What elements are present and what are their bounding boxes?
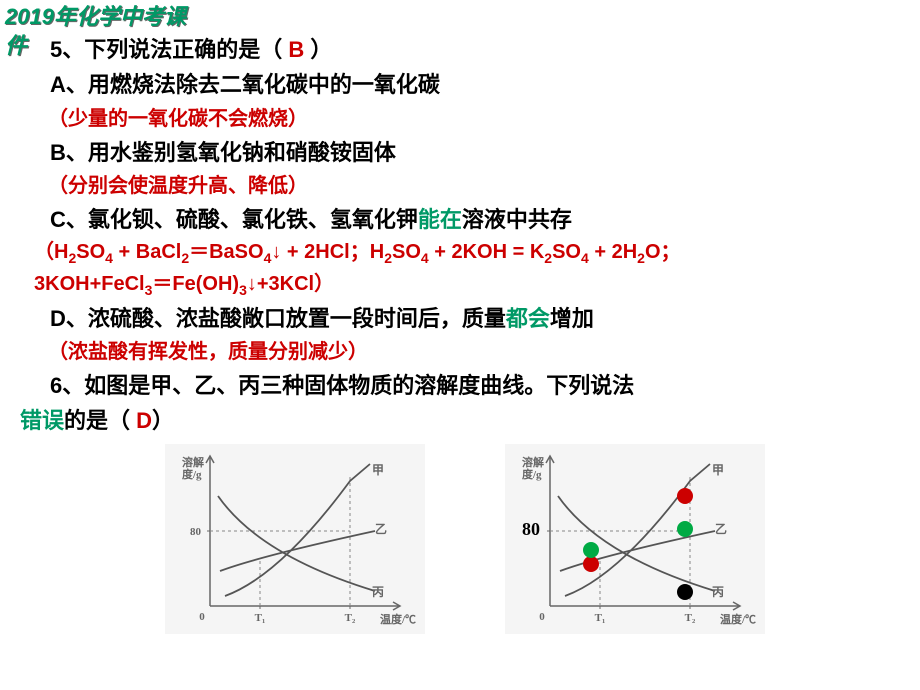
- chart-dot: [583, 556, 599, 572]
- svg-text:甲: 甲: [372, 463, 384, 477]
- svg-text:丙: 丙: [372, 585, 384, 599]
- q6-stem: 6、如图是甲、乙、丙三种固体物质的溶解度曲线。下列说法: [40, 368, 890, 403]
- q5-optc-green: 能在: [418, 207, 462, 232]
- svg-text:T₁: T₁: [255, 612, 266, 624]
- chart-left: 溶解度/g 温度/℃ 80 T₁ T₂ 0 甲乙丙: [165, 444, 425, 634]
- svg-text:0: 0: [199, 611, 205, 623]
- q5-stem: 5、下列说法正确的是（ B ）: [40, 32, 890, 67]
- chart-dot: [583, 542, 599, 558]
- svg-text:丙: 丙: [712, 585, 724, 599]
- q5-optc-pre: C、氯化钡、硫酸、氯化铁、氢氧化钾: [50, 207, 418, 232]
- svg-text:溶解: 溶解: [182, 455, 204, 469]
- svg-text:甲: 甲: [712, 463, 724, 477]
- chart-dot: [677, 521, 693, 537]
- svg-text:T₁: T₁: [595, 612, 606, 624]
- svg-text:乙: 乙: [375, 522, 387, 536]
- header-line2: 件: [5, 33, 27, 58]
- q5-option-d: D、浓硫酸、浓盐酸敞口放置一段时间后，质量都会增加: [40, 301, 890, 336]
- q6-stem-mid: 的是（: [64, 408, 136, 433]
- q5-note-d: （浓盐酸有挥发性，质量分别减少）: [40, 336, 890, 368]
- q6-stem-post: ）: [152, 408, 174, 433]
- chart-dot: [677, 584, 693, 600]
- q6-answer: D: [136, 408, 152, 433]
- svg-text:温度/℃: 温度/℃: [380, 612, 416, 626]
- chart-dot: [677, 488, 693, 504]
- header-line1: 2019年化学中考课: [5, 4, 186, 29]
- svg-text:T₂: T₂: [345, 612, 356, 624]
- q5-option-a: A、用燃烧法除去二氧化碳中的一氧化碳: [40, 67, 890, 102]
- q5-option-c: C、氯化钡、硫酸、氯化铁、氢氧化钾能在溶液中共存: [40, 202, 890, 237]
- q6-stem-line2: 错误的是（ D）: [20, 403, 890, 438]
- q5-option-b: B、用水鉴别氢氧化钠和硝酸铵固体: [40, 135, 890, 170]
- q6-stem-pre: 6、如图是甲、乙、丙三种固体物质的溶解度曲线。下列说法: [50, 373, 634, 398]
- q5-optd-green: 都会: [506, 306, 550, 331]
- svg-text:80: 80: [522, 519, 540, 539]
- q5-answer: B: [288, 37, 304, 62]
- q5-optd-post: 增加: [550, 306, 594, 331]
- svg-text:T₂: T₂: [685, 612, 696, 624]
- content-body: 5、下列说法正确的是（ B ） A、用燃烧法除去二氧化碳中的一氧化碳 （少量的一…: [0, 32, 920, 633]
- charts-row: 溶解度/g温度/℃80T₁T₂0甲乙丙 溶解度/g温度/℃80T₁T₂0甲乙丙: [40, 444, 890, 634]
- svg-text:度/g: 度/g: [522, 467, 542, 481]
- svg-text:度/g: 度/g: [182, 467, 202, 481]
- svg-text:80: 80: [190, 526, 202, 538]
- q5-optd-pre: D、浓硫酸、浓盐酸敞口放置一段时间后，质量: [50, 306, 506, 331]
- chart-right: 溶解度/g 温度/℃ 80 T₁ T₂ 0 甲乙丙: [505, 444, 765, 634]
- q5-stem-post: ）: [304, 37, 332, 62]
- svg-text:溶解: 溶解: [522, 455, 544, 469]
- q5-stem-pre: 5、下列说法正确的是（: [50, 37, 288, 62]
- q5-optc-post: 溶液中共存: [462, 207, 572, 232]
- svg-text:0: 0: [539, 611, 545, 623]
- q5-equations: （H2SO4 + BaCl2＝BaSO4↓ + 2HCl；H2SO4 + 2KO…: [34, 237, 890, 301]
- svg-text:乙: 乙: [715, 522, 727, 536]
- q6-green: 错误: [20, 408, 64, 433]
- q5-note-b: （分别会使温度升高、降低）: [40, 170, 890, 202]
- q5-note-a: （少量的一氧化碳不会燃烧）: [40, 103, 890, 135]
- svg-text:温度/℃: 温度/℃: [720, 612, 756, 626]
